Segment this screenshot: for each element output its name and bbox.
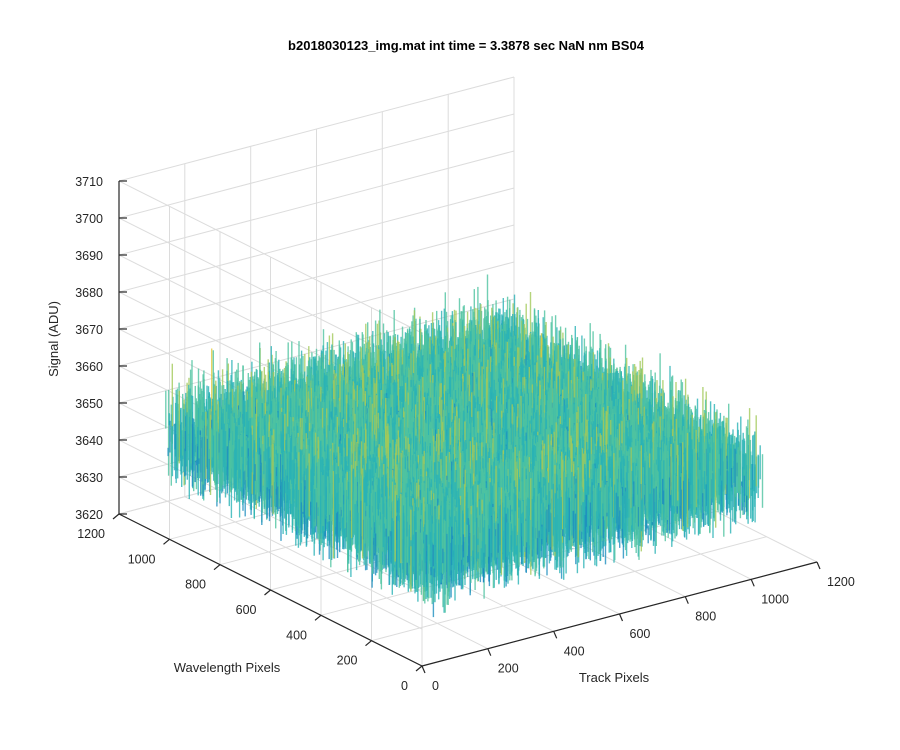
wall-grid-line — [118, 187, 515, 293]
wall-grid-line — [118, 476, 423, 630]
floor-grid-line — [371, 536, 767, 642]
wall-grid-line — [118, 113, 515, 219]
wall-grid-line — [118, 261, 515, 367]
surface-layer — [165, 274, 764, 618]
wall-grid-line — [118, 224, 515, 330]
wall-grid-line — [118, 180, 423, 334]
wall-grid-line — [118, 76, 515, 182]
wall-grid-line — [118, 150, 515, 256]
